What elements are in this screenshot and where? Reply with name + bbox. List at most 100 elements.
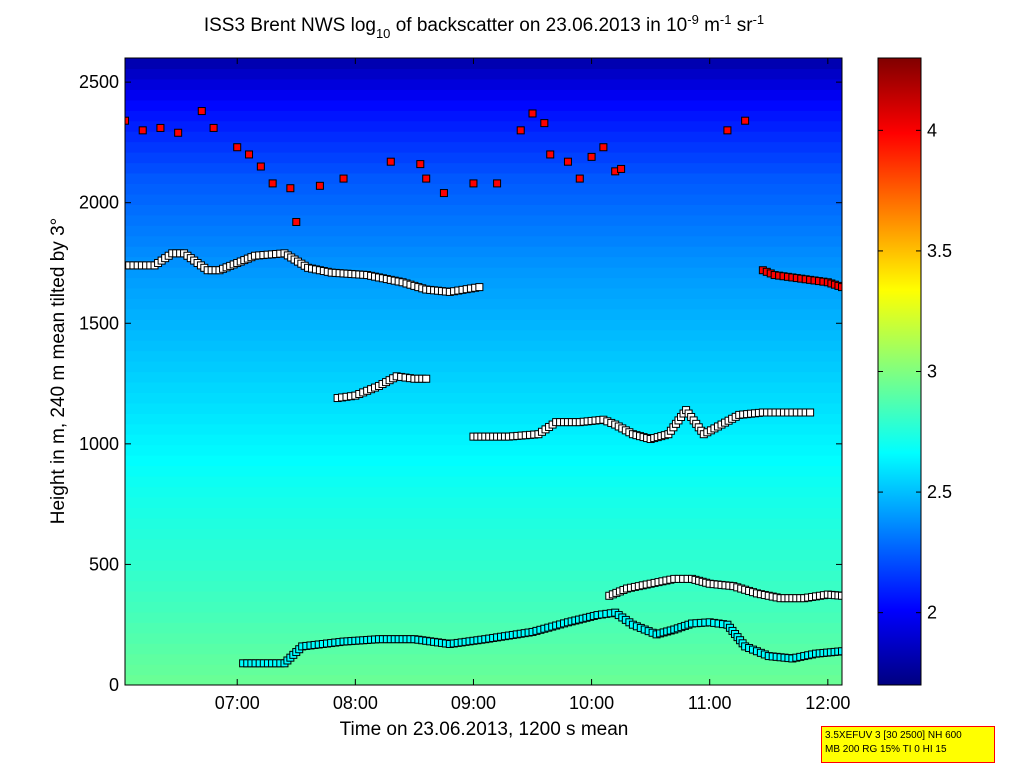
heatmap-band xyxy=(125,549,842,561)
data-point xyxy=(386,157,395,166)
data-point xyxy=(174,128,183,137)
heatmap-band xyxy=(125,246,842,258)
heatmap-band xyxy=(125,68,842,80)
data-point xyxy=(475,283,484,292)
heatmap-band xyxy=(125,193,842,205)
heatmap-band xyxy=(125,141,842,153)
data-point xyxy=(245,150,254,159)
colorbar-ticks: 2 2.5 3 3.5 4 xyxy=(878,120,952,623)
heatmap-band xyxy=(125,580,842,592)
heatmap-band xyxy=(125,162,842,174)
data-point xyxy=(233,143,242,152)
heatmap-band xyxy=(125,340,842,352)
data-point xyxy=(599,143,608,152)
heatmap-band xyxy=(125,528,842,540)
colorbar-tick-label: 4 xyxy=(927,120,937,140)
heatmap-band xyxy=(125,507,842,519)
heatmap-band xyxy=(125,653,842,665)
heatmap-band xyxy=(125,486,842,498)
y-axis: 0 500 1000 1500 2000 2500 xyxy=(79,72,842,695)
data-point xyxy=(197,107,206,116)
x-tick-label: 09:00 xyxy=(451,693,496,713)
plot-frame xyxy=(124,57,843,686)
info-line-2: MB 200 RG 15% TI 0 HI 15 xyxy=(825,744,947,755)
data-point xyxy=(416,160,425,169)
heatmap-band xyxy=(125,538,842,550)
heatmap-band xyxy=(125,319,842,331)
data-point xyxy=(493,179,502,188)
heatmap-band xyxy=(125,590,842,602)
layer-markers xyxy=(125,107,842,668)
heatmap-band xyxy=(125,152,842,164)
x-tick-label: 10:00 xyxy=(569,693,614,713)
series-middle-layer-a xyxy=(333,372,431,403)
heatmap-band xyxy=(125,235,842,247)
heatmap-band xyxy=(125,392,842,404)
data-point xyxy=(546,150,555,159)
heatmap-band xyxy=(125,674,842,685)
data-point xyxy=(540,119,549,128)
heatmap-band xyxy=(125,287,842,299)
y-tick-label: 0 xyxy=(109,675,119,695)
x-tick-label: 07:00 xyxy=(215,693,260,713)
data-point xyxy=(469,179,478,188)
heatmap-band xyxy=(125,267,842,279)
heatmap-band xyxy=(125,402,842,414)
chart-title: ISS3 Brent NWS log10 of backscatter on 2… xyxy=(204,12,764,41)
data-point xyxy=(516,126,525,135)
data-point xyxy=(838,647,842,656)
data-point xyxy=(838,283,842,292)
heatmap-band xyxy=(125,204,842,216)
data-point xyxy=(587,152,596,161)
colorbar-tick-label: 3.5 xyxy=(927,241,952,261)
info-box: 3.5XEFUV 3 [30 2500] NH 600 MB 200 RG 15… xyxy=(821,726,995,763)
data-point xyxy=(723,126,732,135)
data-point xyxy=(422,174,431,183)
x-axis-title: Time on 23.06.2013, 1200 s mean xyxy=(340,719,629,740)
data-point xyxy=(268,179,277,188)
heatmap-band xyxy=(125,559,842,571)
data-point xyxy=(741,116,750,125)
heatmap-band xyxy=(125,444,842,456)
heatmap-band xyxy=(125,476,842,488)
y-tick-label: 2500 xyxy=(79,72,119,92)
heatmap-band xyxy=(125,214,842,226)
heatmap-band xyxy=(125,308,842,320)
data-point xyxy=(439,189,448,198)
info-line-1: 3.5XEFUV 3 [30 2500] NH 600 xyxy=(825,730,962,741)
data-point xyxy=(315,181,324,190)
heatmap-band xyxy=(125,172,842,184)
data-point xyxy=(256,162,265,171)
series-upper-layer xyxy=(125,249,484,296)
series-boundary-layer-lower xyxy=(239,608,842,668)
heatmap-band xyxy=(125,517,842,529)
heatmap-band xyxy=(125,58,842,70)
data-point xyxy=(806,408,815,417)
heatmap-band xyxy=(125,131,842,143)
heatmap-band xyxy=(125,622,842,634)
heatmap-band xyxy=(125,496,842,508)
heatmap-band xyxy=(125,99,842,111)
x-tick-label: 11:00 xyxy=(688,693,732,713)
y-tick-label: 1000 xyxy=(79,434,119,454)
heatmap-band xyxy=(125,423,842,435)
heatmap-band xyxy=(125,110,842,122)
data-point xyxy=(575,174,584,183)
heatmap-field xyxy=(125,58,842,685)
colorbar-tick-label: 2 xyxy=(927,603,937,623)
heatmap-band xyxy=(125,465,842,477)
x-axis: 07:00 08:00 09:00 10:00 11:00 12:00 xyxy=(215,58,850,713)
heatmap-band xyxy=(125,350,842,362)
data-point xyxy=(422,374,431,383)
data-point xyxy=(617,164,626,173)
heatmap-band xyxy=(125,570,842,582)
heatmap-band xyxy=(125,601,842,613)
colorbar-tick-label: 2.5 xyxy=(927,482,952,502)
colorbar-tick-label: 3 xyxy=(927,362,937,382)
y-tick-label: 1500 xyxy=(79,313,119,333)
data-point xyxy=(156,123,165,132)
heatmap-band xyxy=(125,643,842,655)
y-tick-label: 2000 xyxy=(79,193,119,213)
heatmap-band xyxy=(125,611,842,623)
data-point xyxy=(125,116,129,125)
